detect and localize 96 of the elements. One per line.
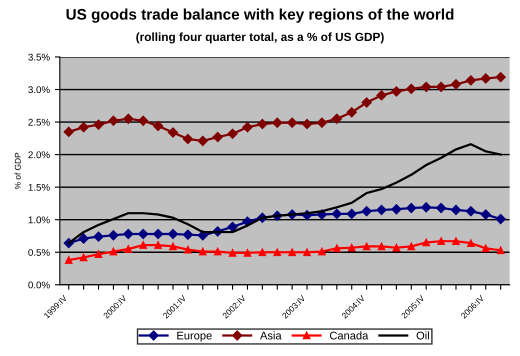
point	[257, 118, 268, 130]
point	[391, 86, 402, 97]
y-tick-label: 2.0%	[28, 151, 50, 158]
point	[482, 244, 490, 252]
point	[64, 126, 74, 137]
point	[288, 248, 296, 256]
point	[287, 118, 298, 128]
point	[139, 241, 148, 249]
point	[182, 230, 194, 240]
point	[391, 204, 402, 214]
point	[392, 244, 400, 252]
point	[124, 245, 132, 253]
point	[407, 242, 416, 250]
y-tick-label: 3.0%	[28, 86, 50, 94]
point	[214, 248, 222, 256]
point	[152, 228, 164, 240]
point	[168, 127, 178, 138]
point	[198, 136, 208, 146]
point	[228, 249, 236, 257]
point	[421, 82, 432, 92]
point	[333, 244, 341, 252]
point	[496, 214, 506, 224]
point	[346, 107, 357, 118]
point	[362, 206, 372, 216]
point	[272, 118, 282, 128]
point	[258, 248, 266, 256]
point	[466, 75, 476, 86]
point	[436, 82, 446, 92]
y-tick-label: 2.5%	[28, 118, 50, 126]
point	[480, 209, 491, 220]
point	[227, 222, 238, 232]
point	[138, 116, 148, 126]
point	[273, 248, 282, 256]
point	[450, 79, 462, 90]
point	[108, 230, 119, 240]
point	[406, 84, 416, 94]
point	[93, 232, 104, 242]
point	[421, 202, 432, 212]
point	[318, 248, 326, 256]
point	[452, 237, 460, 246]
point	[169, 242, 177, 250]
point	[480, 73, 491, 84]
point	[303, 248, 311, 256]
point	[302, 118, 312, 130]
point	[80, 254, 88, 262]
point	[348, 244, 356, 252]
point	[332, 208, 342, 219]
point	[152, 120, 164, 132]
point	[332, 114, 342, 124]
point	[346, 208, 357, 219]
legend-label: Europe	[177, 332, 212, 342]
point	[94, 250, 102, 258]
point	[244, 249, 252, 257]
point	[376, 204, 387, 216]
point	[436, 202, 446, 214]
point	[227, 128, 238, 139]
point	[198, 248, 207, 256]
y-tick-label: 3.5%	[28, 54, 50, 61]
legend-label: Oil	[416, 331, 429, 340]
point	[78, 122, 89, 132]
legend-label: Canada	[330, 331, 368, 340]
point	[362, 242, 370, 250]
point	[467, 239, 475, 247]
point	[496, 72, 506, 82]
point	[212, 132, 223, 142]
point	[466, 206, 476, 216]
point	[184, 246, 192, 254]
chart-title: US goods trade balance with key regions of the world	[66, 8, 454, 23]
point	[123, 228, 134, 240]
y-tick-label: 0.0%	[28, 282, 50, 288]
y-axis-title: % of GDP	[14, 152, 21, 190]
point	[168, 228, 178, 240]
y-tick-label: 1.5%	[28, 184, 50, 191]
point	[437, 237, 445, 246]
point	[378, 242, 386, 250]
point	[78, 233, 89, 244]
point	[406, 202, 416, 214]
point	[64, 256, 73, 264]
point	[362, 97, 372, 108]
point	[182, 134, 194, 144]
point	[242, 122, 253, 132]
y-tick-label: 1.0%	[28, 216, 50, 224]
legend-label: Asia	[260, 331, 282, 340]
point	[138, 228, 148, 240]
point	[376, 90, 387, 100]
point	[450, 204, 462, 216]
point	[496, 246, 504, 254]
point	[110, 248, 118, 256]
point	[422, 238, 430, 246]
point	[108, 116, 119, 126]
chart-subtitle: (rolling four quarter total, as a % of US GDP)	[136, 32, 384, 44]
point	[316, 118, 328, 128]
y-tick-label: 0.5%	[28, 248, 50, 256]
point	[123, 114, 134, 124]
point	[93, 120, 104, 130]
point	[154, 241, 162, 249]
